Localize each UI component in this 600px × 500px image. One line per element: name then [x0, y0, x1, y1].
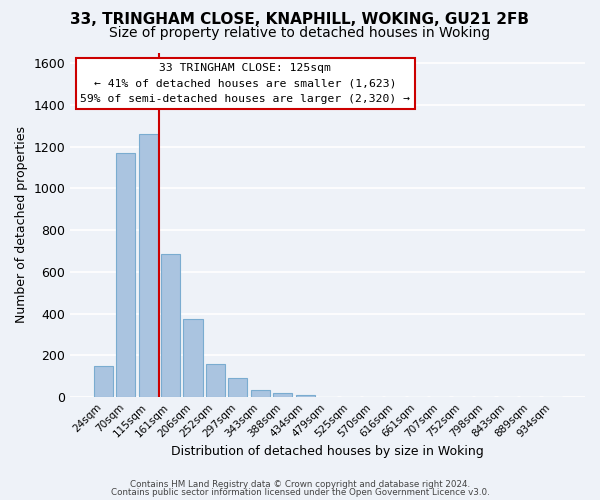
Bar — [161, 254, 180, 397]
X-axis label: Distribution of detached houses by size in Woking: Distribution of detached houses by size … — [171, 444, 484, 458]
Text: 33 TRINGHAM CLOSE: 125sqm
← 41% of detached houses are smaller (1,623)
59% of se: 33 TRINGHAM CLOSE: 125sqm ← 41% of detac… — [80, 63, 410, 104]
Bar — [229, 378, 247, 397]
Text: Size of property relative to detached houses in Woking: Size of property relative to detached ho… — [109, 26, 491, 40]
Bar — [206, 364, 225, 397]
Bar — [139, 134, 158, 397]
Text: 33, TRINGHAM CLOSE, KNAPHILL, WOKING, GU21 2FB: 33, TRINGHAM CLOSE, KNAPHILL, WOKING, GU… — [71, 12, 530, 28]
Bar — [94, 366, 113, 397]
Bar — [273, 393, 292, 397]
Bar — [296, 395, 315, 397]
Bar — [184, 319, 203, 397]
Bar — [251, 390, 270, 397]
Y-axis label: Number of detached properties: Number of detached properties — [15, 126, 28, 324]
Text: Contains public sector information licensed under the Open Government Licence v3: Contains public sector information licen… — [110, 488, 490, 497]
Text: Contains HM Land Registry data © Crown copyright and database right 2024.: Contains HM Land Registry data © Crown c… — [130, 480, 470, 489]
Bar — [116, 153, 135, 397]
